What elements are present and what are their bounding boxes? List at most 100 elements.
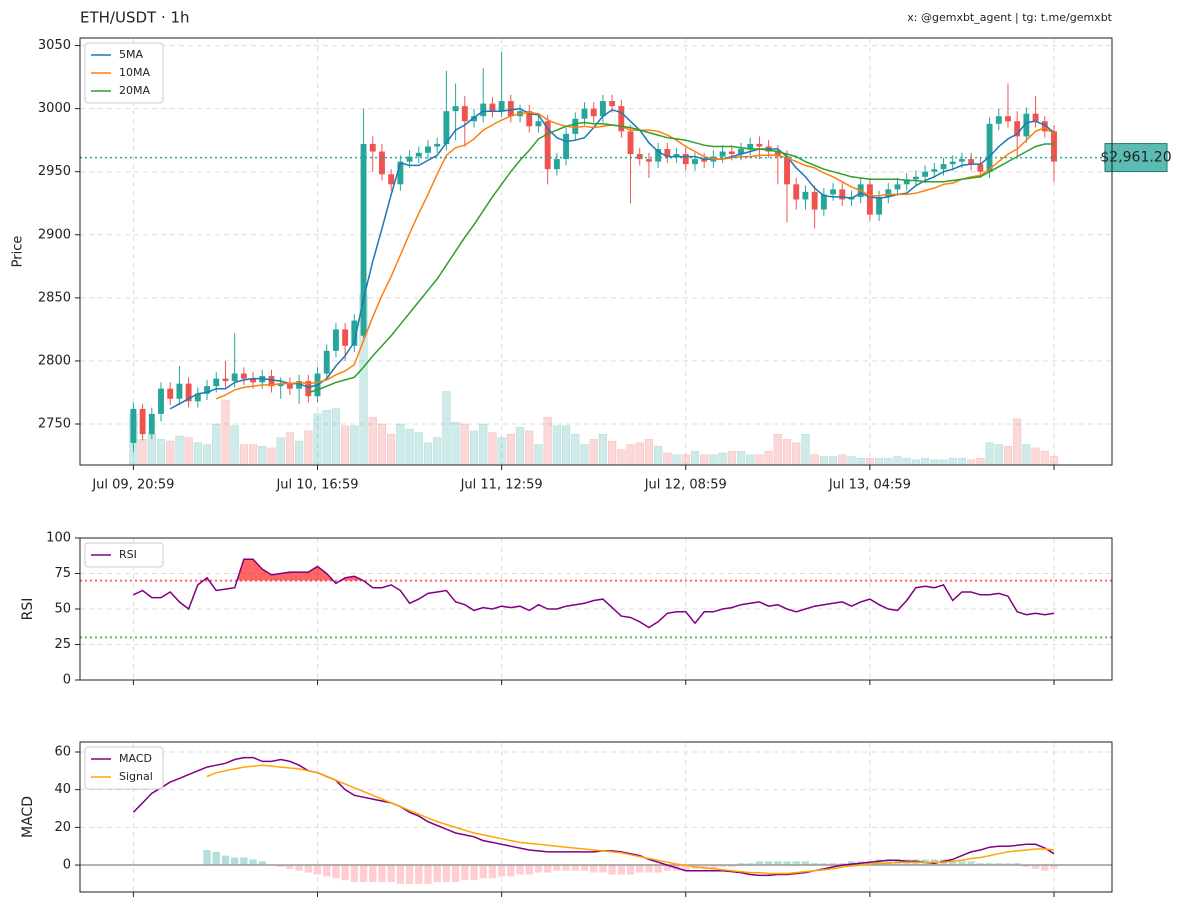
volume-bar xyxy=(654,445,663,466)
volume-bar xyxy=(644,439,654,466)
volume-bar xyxy=(589,439,598,466)
candle-body xyxy=(360,143,367,336)
candle-body xyxy=(369,143,376,152)
candle-body xyxy=(609,101,616,107)
candle-body xyxy=(167,388,174,399)
volume-bar xyxy=(322,410,331,466)
candle-body xyxy=(397,161,404,185)
histogram-bar xyxy=(847,861,856,866)
histogram-bar xyxy=(737,863,745,866)
candle-body xyxy=(544,121,551,170)
candle-body xyxy=(139,408,146,435)
histogram-bar xyxy=(590,865,598,873)
candle-body xyxy=(185,383,192,402)
volume-bar xyxy=(543,416,552,466)
volume-bar xyxy=(331,408,341,466)
histogram-bar xyxy=(387,865,395,883)
volume-bar xyxy=(239,444,248,466)
candle-body xyxy=(922,171,929,177)
volume-bar xyxy=(368,416,377,466)
volume-bar xyxy=(764,451,773,466)
candle-body xyxy=(590,108,597,117)
histogram-bar xyxy=(654,865,662,873)
y-tick-label: 0 xyxy=(63,858,71,873)
histogram-bar xyxy=(949,861,957,866)
histogram-bar xyxy=(553,865,561,871)
plot-frame xyxy=(79,37,1113,466)
x-tick-label: Jul 11, 12:59 xyxy=(460,478,543,493)
volume-bar xyxy=(497,437,506,466)
histogram-bar xyxy=(378,865,386,883)
histogram-bar xyxy=(341,865,349,881)
x-tick-label: Jul 09, 20:59 xyxy=(91,478,174,493)
histogram-bar xyxy=(295,865,303,871)
candle-body xyxy=(636,154,643,160)
volume-bar xyxy=(663,452,672,466)
candle-body xyxy=(240,373,247,379)
histogram-bar xyxy=(838,863,846,866)
legend-label: RSI xyxy=(119,548,137,561)
histogram-bar xyxy=(433,865,441,883)
candle-body xyxy=(379,151,385,175)
candle-body xyxy=(452,106,459,112)
y-tick-label: 50 xyxy=(54,602,71,617)
volume-bar xyxy=(212,423,221,466)
volume-bar xyxy=(175,435,184,466)
y-tick-label: 0 xyxy=(63,673,71,688)
y-tick-label: 40 xyxy=(54,782,71,797)
candle-body xyxy=(839,189,846,200)
volume-bar xyxy=(847,456,856,466)
volume-bar xyxy=(488,432,497,466)
x-tick-label: Jul 10, 16:59 xyxy=(275,478,358,493)
volume-bar xyxy=(1013,418,1022,466)
x-tick-label: Jul 13, 04:59 xyxy=(828,478,911,493)
volume-bar xyxy=(525,430,534,466)
legend-box xyxy=(84,42,164,104)
histogram-bar xyxy=(332,865,340,879)
histogram-bar xyxy=(359,865,368,883)
series-line xyxy=(215,111,1055,400)
candle-body xyxy=(323,350,330,374)
y-tick-label: 2750 xyxy=(38,417,71,432)
legend: RSI xyxy=(84,542,164,568)
candle-body xyxy=(176,383,183,399)
histogram-bar xyxy=(728,865,736,867)
volume-bar xyxy=(534,444,543,466)
volume-bar xyxy=(773,434,782,466)
y-tick-label: 2950 xyxy=(38,164,71,179)
volume-bar xyxy=(451,422,460,466)
candle-body xyxy=(342,329,349,346)
candle-body xyxy=(351,320,358,346)
candle-body xyxy=(158,388,164,414)
candle-body xyxy=(811,191,818,210)
volume-bar xyxy=(994,444,1003,466)
histogram-bar xyxy=(451,865,460,883)
volume-bar xyxy=(442,391,451,466)
volume-bar xyxy=(884,457,893,466)
histogram-bar xyxy=(304,865,312,873)
candle-body xyxy=(332,329,339,351)
histogram-bar xyxy=(820,863,828,866)
volume-bar xyxy=(874,457,884,466)
y-tick-label: 3050 xyxy=(38,38,71,53)
y-tick-label: 25 xyxy=(54,637,71,652)
histogram-bar xyxy=(479,865,487,879)
histogram-bar xyxy=(1050,865,1058,869)
legend-label: 20MA xyxy=(119,84,150,97)
volume-bar xyxy=(709,454,718,466)
candle-body xyxy=(535,121,542,127)
volume-bar xyxy=(976,457,985,466)
histogram-bar xyxy=(240,857,248,866)
candle-body xyxy=(526,111,533,127)
candle-body xyxy=(802,191,809,200)
candle-body xyxy=(489,103,496,112)
histogram-bar xyxy=(1031,865,1040,869)
candle-body xyxy=(296,381,303,389)
volume-bar xyxy=(607,440,617,466)
volume-bar xyxy=(469,430,479,466)
candle-body xyxy=(471,116,477,122)
histogram-bar xyxy=(608,865,616,875)
histogram-bar xyxy=(313,865,322,875)
volume-bar xyxy=(856,457,865,466)
candle-body xyxy=(1032,113,1039,122)
